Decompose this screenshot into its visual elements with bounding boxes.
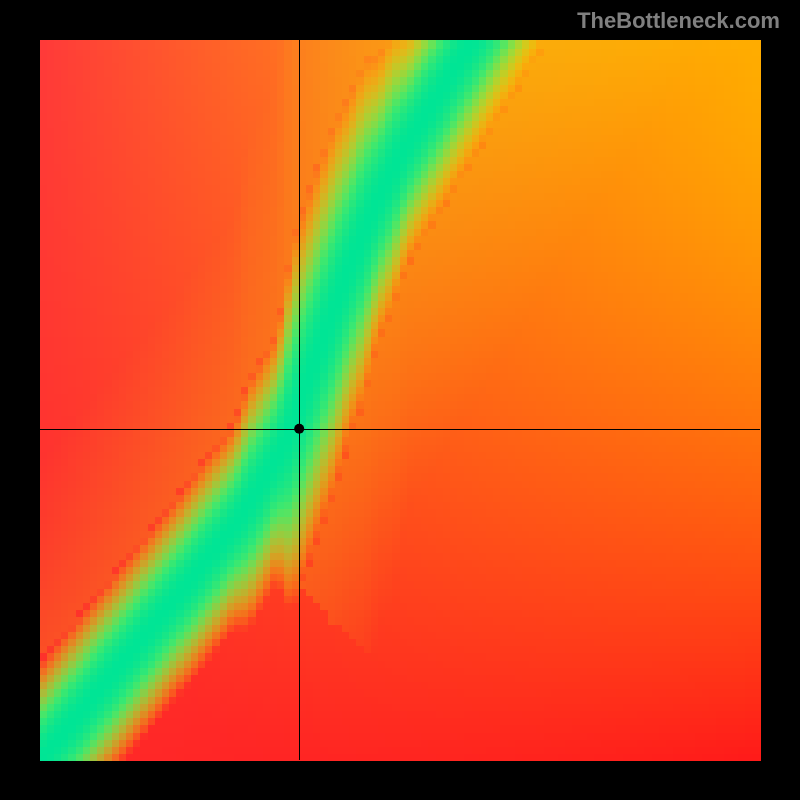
watermark-text: TheBottleneck.com <box>577 8 780 34</box>
bottleneck-heatmap <box>0 0 800 800</box>
